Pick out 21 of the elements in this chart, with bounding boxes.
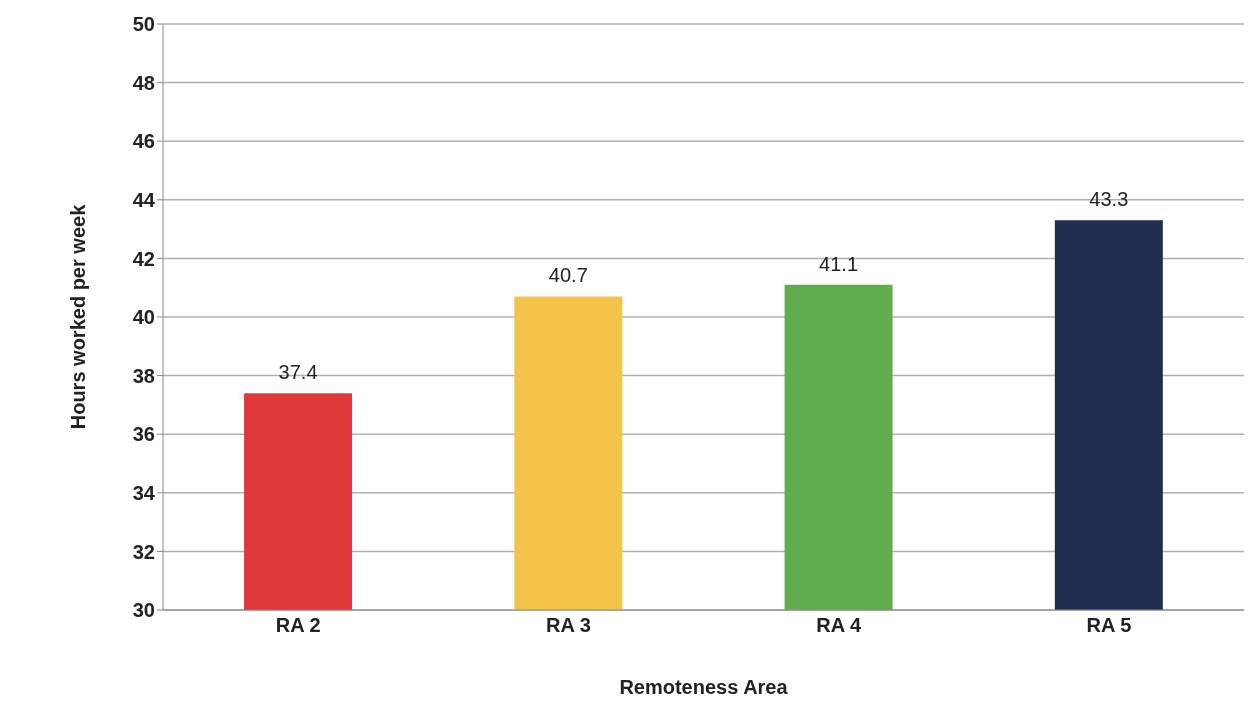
data-label: 40.7	[548, 264, 588, 287]
y-tick-label: 40	[132, 306, 155, 329]
x-tick-label: RA 5	[1086, 614, 1132, 637]
x-tick-label: RA 3	[545, 614, 591, 637]
y-tick-label: 30	[132, 599, 155, 622]
data-label: 41.1	[819, 252, 859, 275]
x-tick-label: RA 4	[816, 614, 862, 637]
x-tick-label: RA 2	[275, 614, 321, 637]
x-axis-title: Remoteness Area	[619, 676, 789, 698]
y-tick-label: 42	[132, 247, 155, 270]
y-tick-label: 36	[132, 423, 155, 446]
y-tick-label: 32	[132, 540, 155, 563]
y-tick-label: 34	[132, 481, 156, 504]
y-tick-label: 38	[132, 364, 155, 387]
data-label: 37.4	[278, 361, 318, 384]
y-tick-label: 44	[132, 188, 156, 211]
y-axis-title: Hours worked per week	[67, 203, 90, 430]
y-tick-label: 46	[132, 130, 155, 153]
data-label: 43.3	[1089, 188, 1129, 211]
y-tick-label: 48	[132, 71, 155, 94]
y-tick-label: 50	[132, 13, 155, 36]
